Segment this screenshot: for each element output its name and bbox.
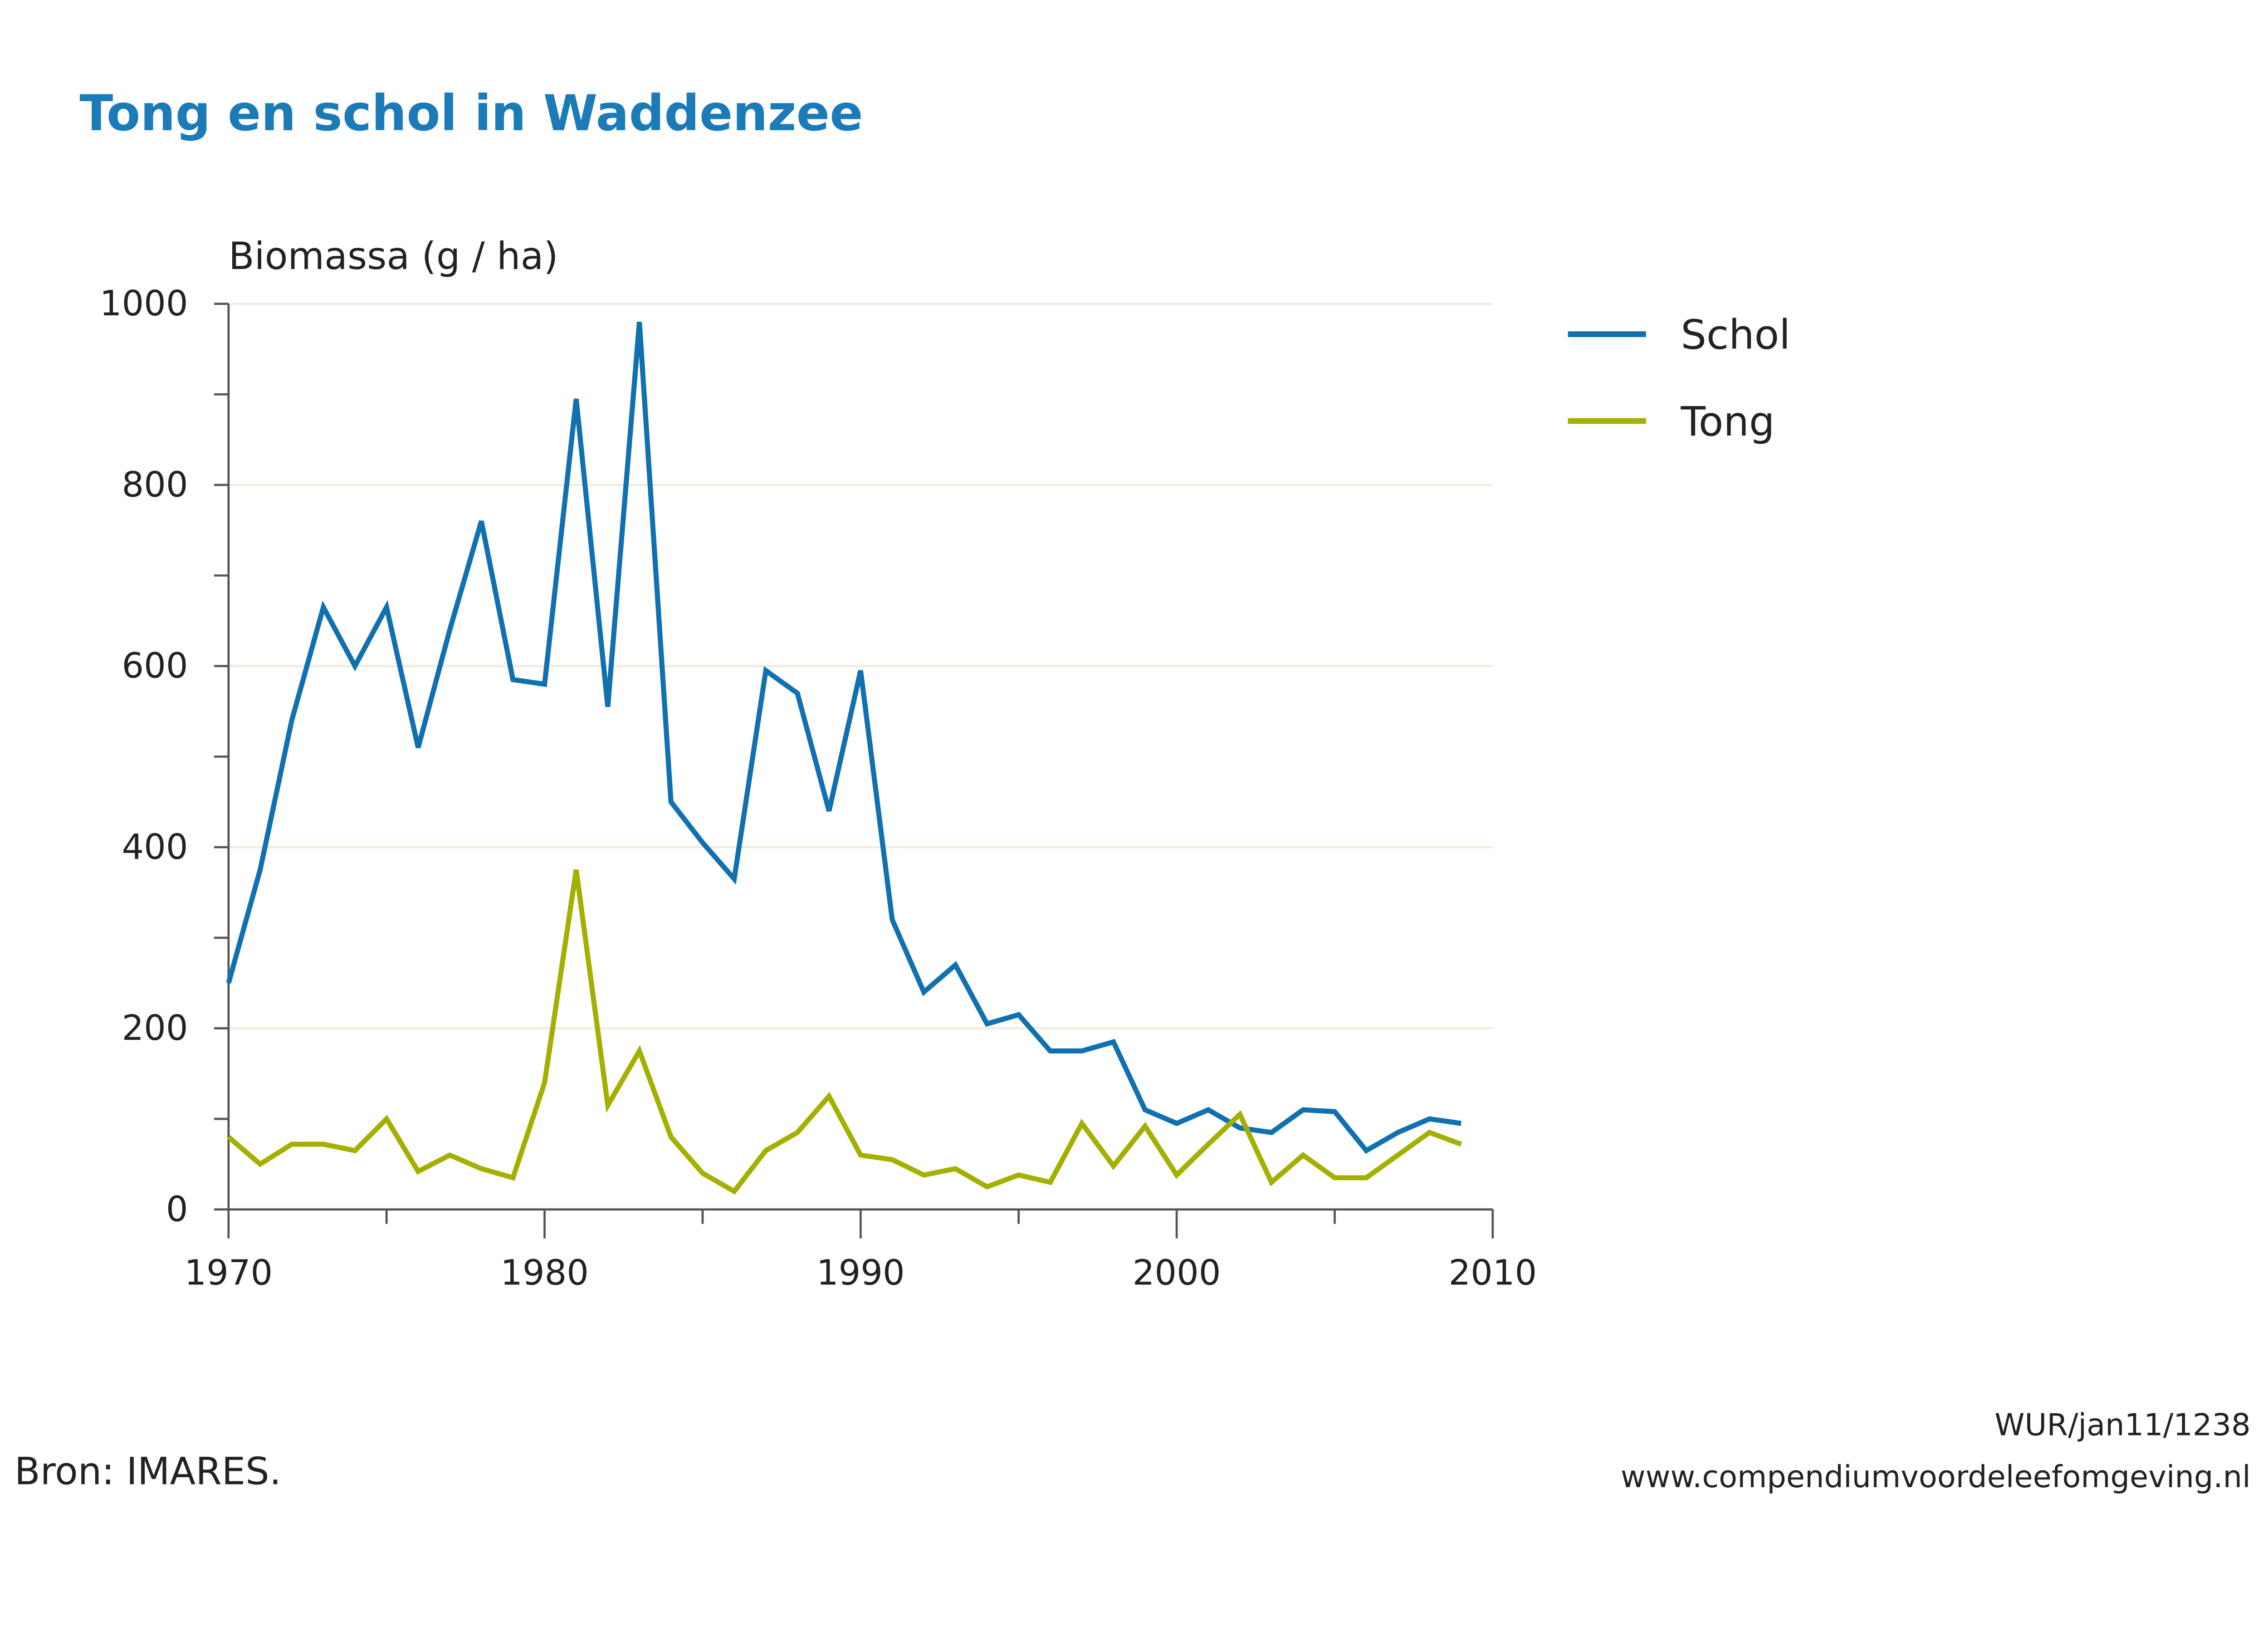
y-tick-label: 600 bbox=[122, 646, 188, 686]
x-tick-label: 2010 bbox=[1448, 1253, 1537, 1293]
x-tick-label: 1980 bbox=[500, 1253, 589, 1293]
gridlines bbox=[228, 303, 1493, 1029]
source-note: Bron: IMARES. bbox=[15, 1450, 281, 1494]
legend: Schol Tong bbox=[1568, 311, 1790, 446]
series-line-tong bbox=[227, 869, 1462, 1195]
y-tick-label: 1000 bbox=[100, 284, 188, 324]
x-tick-label: 1970 bbox=[184, 1253, 273, 1293]
website: www.compendiumvoordeleefomgeving.nl bbox=[1621, 1459, 2251, 1494]
legend-label-schol: Schol bbox=[1681, 311, 1790, 358]
series-line-schol bbox=[226, 322, 1461, 1154]
x-tick-label: 2000 bbox=[1133, 1253, 1221, 1293]
legend-label-tong: Tong bbox=[1680, 398, 1774, 446]
axes: 0 200 400 600 800 1000 1970 1980 1990 2000 2010 bbox=[100, 284, 1537, 1293]
reference-code: WUR/jan11/1238 bbox=[1994, 1407, 2251, 1442]
x-tick-label: 1990 bbox=[816, 1253, 905, 1293]
y-tick-label: 200 bbox=[122, 1008, 188, 1048]
series-lines bbox=[226, 322, 1462, 1195]
chart-title: Tong en schol in Waddenzee bbox=[79, 84, 863, 142]
chart: Tong en schol in Waddenzee Biomassa (g /… bbox=[15, 84, 2251, 1494]
y-tick-label: 400 bbox=[122, 827, 188, 867]
y-tick-label: 800 bbox=[122, 465, 188, 505]
y-tick-label: 0 bbox=[166, 1189, 188, 1229]
y-axis-label: Biomassa (g / ha) bbox=[229, 234, 558, 278]
